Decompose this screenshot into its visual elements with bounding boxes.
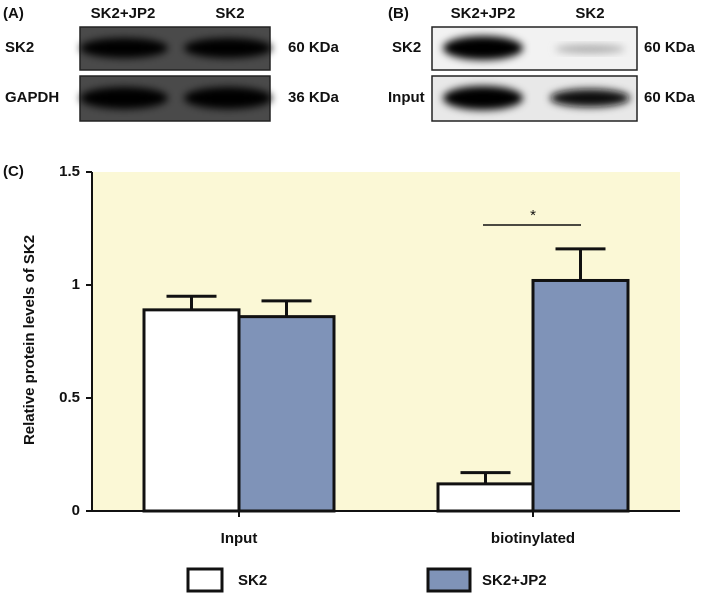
y-tick-label: 1: [72, 276, 80, 293]
panel-label: (B): [388, 5, 409, 22]
blot-b: [431, 26, 638, 122]
legend-label: SK2: [238, 572, 267, 589]
row-label: SK2: [5, 39, 34, 56]
y-tick-label: 0.5: [59, 389, 80, 406]
blot-a: [79, 26, 272, 122]
y-tick-label: 0: [72, 502, 80, 519]
plot: 0 0.5 1 1.5 Input biotinylated *: [59, 163, 680, 547]
legend-swatch: [186, 567, 224, 593]
panel-label: (A): [3, 5, 24, 22]
x-tick-label: Input: [221, 530, 258, 547]
bar: [436, 482, 535, 513]
legend-swatch: [426, 567, 472, 593]
size-label: 60 KDa: [644, 39, 696, 56]
bar: [142, 308, 241, 513]
lane-label: SK2+JP2: [451, 5, 516, 22]
y-axis-label: Relative protein levels of SK2: [21, 235, 38, 445]
size-label: 36 KDa: [288, 89, 340, 106]
row-label: Input: [388, 89, 425, 106]
x-tick-label: biotinylated: [491, 530, 575, 547]
panel-label: (C): [3, 163, 24, 180]
lane-label: SK2+JP2: [91, 5, 156, 22]
lane-label: SK2: [575, 5, 604, 22]
bar: [237, 315, 336, 513]
lane-label: SK2: [215, 5, 244, 22]
legend-label: SK2+JP2: [482, 572, 547, 589]
bar: [531, 278, 630, 513]
y-tick-label: 1.5: [59, 163, 80, 180]
size-label: 60 KDa: [644, 89, 696, 106]
row-label: GAPDH: [5, 89, 59, 106]
row-label: SK2: [392, 39, 421, 56]
size-label: 60 KDa: [288, 39, 340, 56]
significance-label: *: [530, 207, 536, 224]
